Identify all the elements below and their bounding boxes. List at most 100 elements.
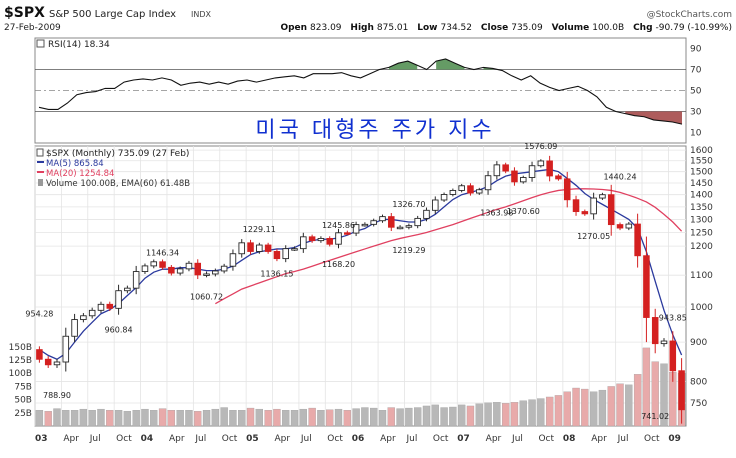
annotation-8: 1168.20: [322, 260, 355, 269]
annotation-5: 1229.11: [243, 225, 276, 234]
candle: [212, 268, 219, 277]
candle: [273, 249, 281, 262]
x-tick-1: Apr: [63, 434, 79, 444]
overlay-title: 미국 대형주 주가 지수: [255, 118, 494, 143]
candle-body: [475, 189, 483, 194]
price-grid: [34, 146, 686, 426]
candle: [115, 284, 122, 315]
candle-body: [581, 211, 589, 215]
candle: [247, 239, 254, 255]
price-panel: [34, 145, 687, 427]
volume-bar: [141, 408, 149, 427]
price-tick-1300: 1300: [690, 215, 713, 225]
candle: [326, 236, 333, 247]
ma20-line: [215, 188, 683, 305]
candlesticks: [36, 155, 685, 424]
candle-body: [168, 266, 175, 274]
volume-bar: [484, 402, 492, 427]
rsi-overbought-fill: [436, 59, 465, 70]
price-tick-1550: 1550: [690, 157, 713, 167]
candle-body: [80, 315, 87, 321]
volume-bar: [35, 410, 44, 427]
volume-bar: [282, 410, 290, 427]
candle-body: [458, 185, 465, 191]
candle: [493, 161, 501, 180]
x-tick-10: Jul: [300, 434, 312, 444]
ma5-line: [39, 168, 683, 360]
candle: [185, 260, 193, 272]
legend-marker-volume: [38, 179, 43, 186]
annotation-13: 1576.09: [524, 142, 557, 151]
quote-volume-value: 100.0B: [592, 23, 624, 33]
candle-body: [53, 361, 61, 366]
candle: [159, 259, 166, 270]
quote-low-label: Low: [417, 23, 437, 33]
candle-body: [352, 224, 360, 234]
volume-bar: [246, 407, 255, 427]
legend-volume: Volume 100.00B, EMA(60) 61.48B: [46, 179, 190, 189]
candle-body: [212, 270, 219, 275]
annotation-0: 954.28: [25, 310, 53, 319]
candle-body: [194, 262, 202, 276]
volume-bar: [510, 402, 519, 427]
price-tick-1500: 1500: [690, 168, 713, 178]
quote-open-value: 823.09: [310, 23, 342, 33]
annotation-9: 1326.70: [392, 200, 425, 209]
volume-bar: [519, 400, 527, 427]
rsi-layer: [35, 58, 686, 125]
quote-line: Open 823.09 High 875.01 Low 734.52 Close 735…: [280, 23, 732, 33]
candle-body: [379, 216, 386, 222]
legend-spx: $SPX (Monthly) 735.09 (27 Feb): [46, 149, 189, 159]
x-tick-6: Jul: [194, 434, 206, 444]
candle: [563, 171, 571, 208]
volume-bar: [651, 361, 659, 427]
candle-body: [282, 248, 289, 260]
candle-body: [361, 223, 369, 227]
candle-body: [344, 232, 351, 235]
volume-bar: [607, 386, 615, 427]
annotation-17: 741.02: [641, 412, 669, 421]
volume-bar: [202, 410, 211, 427]
volume-bar: [422, 405, 431, 427]
x-tick-21: Apr: [591, 434, 607, 444]
quote-chg-value: -90.79 (-10.99%): [656, 23, 732, 33]
candle-body: [256, 244, 263, 252]
volume-bar: [457, 404, 466, 427]
candle: [308, 234, 316, 243]
candle: [44, 356, 52, 368]
candle-body: [625, 223, 633, 229]
candle: [432, 196, 439, 215]
candle: [511, 167, 518, 186]
volume-bar: [308, 407, 316, 427]
candle: [484, 170, 492, 195]
candle-body: [132, 271, 140, 289]
volume-tick-150B: 150B: [9, 343, 32, 353]
candle-body: [264, 244, 272, 252]
candle: [546, 155, 553, 182]
volume-bar: [229, 410, 237, 427]
chart-symbol: $SPX: [4, 5, 45, 21]
volume-bar: [352, 408, 360, 427]
price-tick-1350: 1350: [690, 203, 713, 213]
x-tick-2: Jul: [89, 434, 101, 444]
volume-bar: [132, 410, 140, 427]
x-tick-18: Jul: [511, 434, 523, 444]
x-tick-4: 04: [141, 434, 154, 444]
x-tick-9: Apr: [275, 434, 291, 444]
rsi-legend: RSI(14) 18.34: [48, 40, 110, 50]
candle: [388, 212, 395, 232]
candle: [678, 358, 685, 424]
rsi-legend-box: [36, 39, 45, 48]
candle: [229, 249, 237, 271]
candle: [264, 242, 272, 254]
candle-body: [106, 303, 114, 309]
candle-body: [528, 165, 536, 178]
candle: [352, 221, 360, 237]
candle-body: [308, 236, 316, 242]
candle: [88, 307, 96, 319]
rsi-tick-50: 50: [690, 87, 702, 97]
price-tick-1400: 1400: [690, 191, 713, 201]
x-tick-14: Jul: [405, 434, 417, 444]
price-tick-1100: 1100: [690, 271, 713, 281]
stockcharts-brand[interactable]: @StockCharts.com: [647, 10, 732, 20]
